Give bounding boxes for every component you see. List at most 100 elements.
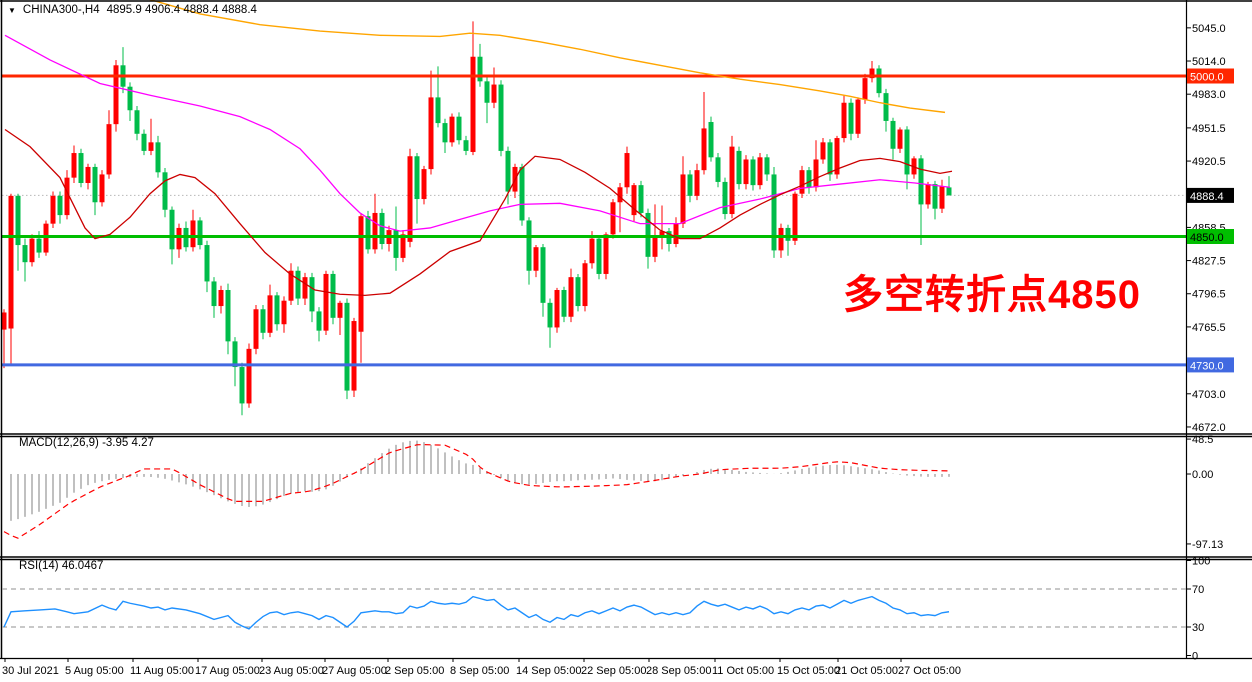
candle	[631, 185, 637, 216]
candle	[687, 174, 693, 196]
candle	[757, 157, 763, 186]
time-axis-label: 23 Aug 05:00	[259, 665, 324, 677]
candle	[939, 186, 945, 209]
candle	[134, 110, 140, 134]
candle	[197, 220, 203, 246]
candle	[295, 270, 301, 299]
price-axis-label: 5014.0	[1192, 56, 1226, 68]
candle	[701, 128, 707, 171]
candle	[358, 216, 364, 332]
candle	[456, 116, 462, 141]
candle	[106, 124, 112, 175]
candle	[932, 184, 938, 209]
candle	[645, 212, 651, 257]
collapse-arrow-icon[interactable]: ▼	[8, 5, 16, 15]
time-axis-label: 28 Sep 05:00	[646, 665, 711, 677]
candle	[260, 309, 266, 333]
ohlc-values-label: 4895.9 4906.4 4888.4 4888.4	[106, 4, 257, 16]
candle	[309, 277, 315, 312]
time-axis-label: 17 Aug 05:00	[195, 665, 260, 677]
candle	[540, 247, 546, 303]
candle	[764, 157, 770, 175]
price-axis-label: 4827.5	[1192, 256, 1226, 268]
candle	[736, 150, 742, 185]
candle	[603, 234, 609, 274]
candle	[442, 123, 448, 143]
candle	[50, 195, 56, 224]
candle	[568, 277, 574, 317]
time-axis-label: 27 Oct 05:00	[898, 665, 961, 677]
candle	[463, 140, 469, 151]
candle	[253, 309, 259, 349]
rsi-axis-label: 100	[1192, 556, 1210, 568]
candle	[15, 195, 21, 246]
candle	[239, 367, 245, 404]
candle	[869, 68, 875, 79]
price-badge	[1187, 357, 1234, 373]
candle	[36, 238, 42, 253]
candle	[785, 227, 791, 241]
candle	[127, 86, 133, 111]
candle	[890, 120, 896, 149]
candle	[8, 195, 14, 329]
candle	[855, 99, 861, 134]
candle	[750, 159, 756, 186]
candle	[498, 84, 504, 151]
candle	[638, 185, 644, 213]
candle	[694, 170, 700, 196]
candle	[113, 65, 119, 125]
candle	[589, 238, 595, 264]
candle	[526, 220, 532, 271]
price-axis-label: 4765.5	[1192, 322, 1226, 334]
candle	[288, 270, 294, 301]
candle	[302, 277, 308, 299]
price-badge-label: 4730.0	[1190, 360, 1224, 372]
candle	[925, 184, 931, 205]
candle	[708, 122, 714, 158]
candle	[78, 153, 84, 183]
candle	[407, 156, 413, 242]
candle	[99, 174, 105, 203]
candle	[43, 223, 49, 253]
candle	[610, 202, 616, 235]
candle	[155, 142, 161, 173]
candle	[162, 172, 168, 210]
candle	[365, 216, 371, 250]
pivot-annotation-text[interactable]: 多空转折点4850	[843, 273, 1141, 317]
candle	[820, 142, 826, 160]
candle	[22, 245, 28, 263]
candle	[176, 227, 182, 250]
chart-titlebar: ▼ CHINA300-,H4 4895.9 4906.4 4888.4 4888…	[8, 4, 257, 16]
candle	[505, 150, 511, 192]
time-axis-label: 21 Oct 05:00	[835, 665, 898, 677]
rsi-line	[3, 595, 950, 630]
candle	[232, 341, 238, 368]
candle	[267, 295, 273, 333]
time-axis-label: 30 Jul 2021	[2, 665, 59, 677]
candle	[519, 166, 525, 221]
candle	[148, 142, 154, 151]
time-axis-label: 27 Aug 05:00	[322, 665, 387, 677]
candle	[281, 300, 287, 325]
symbol-period-label: CHINA300-,H4	[22, 4, 100, 16]
candle	[743, 159, 749, 185]
time-axis-label: 14 Sep 05:00	[516, 665, 581, 677]
time-axis-label: 22 Sep 05:00	[581, 665, 646, 677]
candle	[897, 129, 903, 149]
candle	[337, 302, 343, 318]
time-axis-label: 11 Aug 05:00	[130, 665, 194, 677]
candle	[547, 302, 553, 328]
price-axis-label: 4920.5	[1192, 156, 1226, 168]
candle	[904, 129, 910, 175]
price-badge-label: 4888.4	[1190, 191, 1224, 203]
candle	[57, 195, 63, 216]
candle	[330, 273, 336, 318]
time-axis-label: 11 Oct 05:00	[712, 665, 774, 677]
time-axis-label: 5 Aug 05:00	[65, 665, 124, 677]
rsi-axis-label: 70	[1192, 584, 1204, 596]
candle	[848, 102, 854, 134]
price-axis-label: 4983.0	[1192, 89, 1226, 101]
candle	[274, 295, 280, 325]
